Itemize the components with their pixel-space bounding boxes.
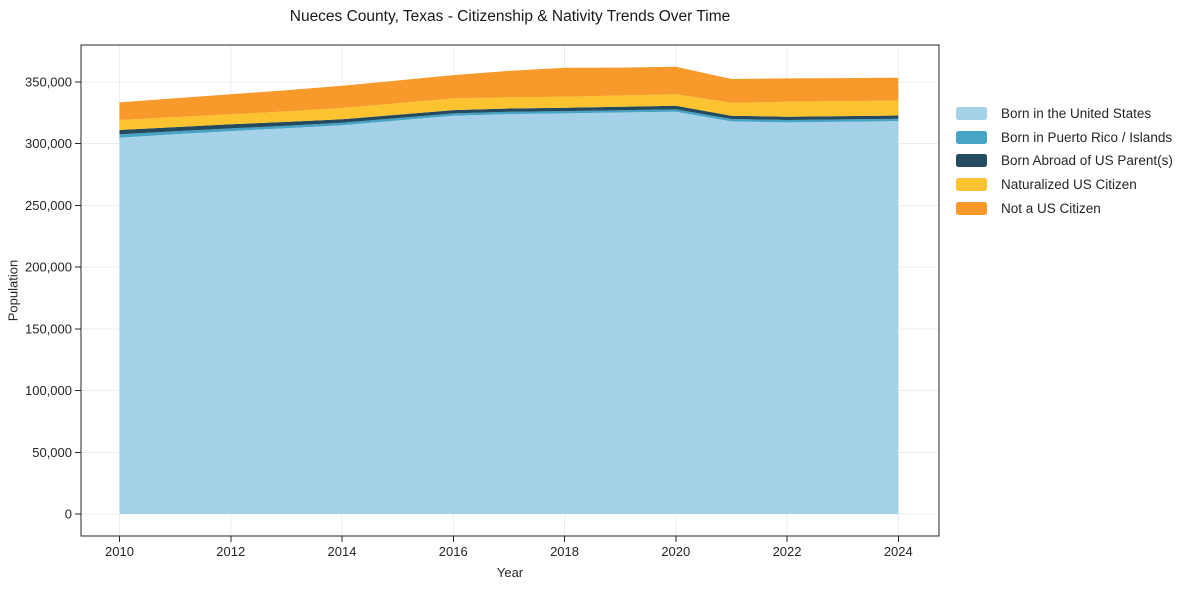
svg-text:50,000: 50,000 (32, 445, 72, 460)
legend-item: Born Abroad of US Parent(s) (956, 149, 1173, 173)
legend-item: Not a US Citizen (956, 196, 1173, 220)
legend-label: Born in the United States (1001, 106, 1152, 122)
svg-text:250,000: 250,000 (25, 198, 72, 213)
svg-text:2014: 2014 (328, 544, 357, 559)
svg-text:2012: 2012 (216, 544, 245, 559)
legend-label: Not a US Citizen (1001, 200, 1101, 216)
svg-text:200,000: 200,000 (25, 260, 72, 275)
legend-swatch-born-abroad-icon (956, 154, 987, 168)
legend-label: Naturalized US Citizen (1001, 177, 1137, 193)
legend-swatch-born-us-icon (956, 107, 987, 121)
svg-text:2022: 2022 (773, 544, 802, 559)
svg-text:100,000: 100,000 (25, 383, 72, 398)
x-axis-label: Year (496, 565, 524, 580)
legend-swatch-naturalized-icon (956, 178, 987, 192)
svg-text:350,000: 350,000 (25, 75, 72, 90)
svg-text:150,000: 150,000 (25, 321, 72, 336)
legend-item: Naturalized US Citizen (956, 173, 1173, 197)
chart-title: Nueces County, Texas - Citizenship & Nat… (289, 8, 731, 25)
svg-text:2024: 2024 (884, 544, 913, 559)
svg-text:2016: 2016 (439, 544, 468, 559)
legend-item: Born in Puerto Rico / Islands (956, 126, 1173, 150)
legend-label: Born Abroad of US Parent(s) (1001, 153, 1173, 169)
legend-swatch-not-citizen-icon (956, 201, 987, 215)
svg-text:2010: 2010 (105, 544, 134, 559)
svg-text:2018: 2018 (550, 544, 579, 559)
legend-swatch-born-pr-icon (956, 130, 987, 144)
legend-item: Born in the United States (956, 102, 1173, 126)
svg-text:2020: 2020 (661, 544, 690, 559)
legend: Born in the United States Born in Puerto… (956, 102, 1173, 220)
svg-text:300,000: 300,000 (25, 136, 72, 151)
svg-text:0: 0 (65, 507, 72, 522)
legend-label: Born in Puerto Rico / Islands (1001, 129, 1173, 145)
